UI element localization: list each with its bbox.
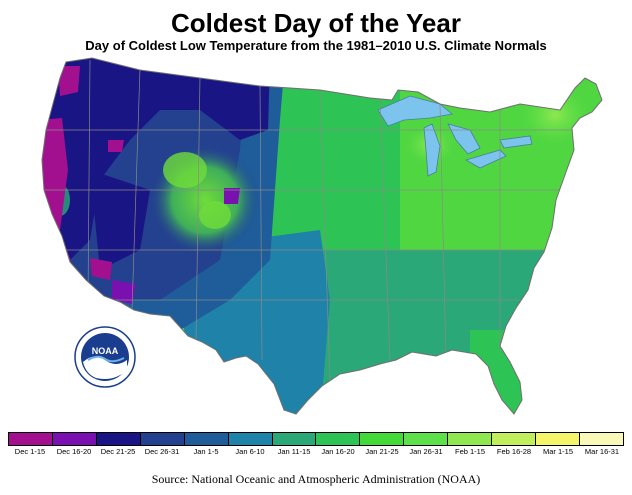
legend-swatch [9,433,53,445]
legend-label: Dec 26-31 [144,447,180,456]
legend-labels: Dec 1-15 Dec 16-20 Dec 21-25 Dec 26-31 Jan 1… [8,447,624,459]
legend-swatch [404,433,449,445]
svg-text:NOAA: NOAA [92,346,119,356]
legend-bar [8,432,624,446]
legend-label: Dec 1-15 [14,447,46,456]
noaa-logo: NOAA [74,326,136,388]
legend-label: Feb 1-15 [454,447,486,456]
legend-label: Jan 26-31 [409,447,443,456]
legend-label: Feb 16-28 [496,447,532,456]
legend-label: Jan 21-25 [365,447,399,456]
legend-swatch [492,433,537,445]
legend-swatch [448,433,493,445]
legend-swatch [360,433,405,445]
legend-label: Jan 1-5 [193,447,219,456]
legend-label: Dec 16-20 [56,447,92,456]
legend-label: Jan 6-10 [235,447,265,456]
legend-swatch [316,433,361,445]
legend-swatch [52,433,97,445]
legend-swatch [96,433,141,445]
map-subtitle: Day of Coldest Low Temperature from the … [85,38,547,53]
legend-swatch [536,433,580,445]
legend-label: Jan 16-20 [321,447,355,456]
legend-label: Jan 11-15 [277,447,311,456]
map-title: Coldest Day of the Year [171,8,461,38]
legend-label: Dec 21-25 [100,447,136,456]
legend-label: Mar 1-15 [542,447,573,456]
legend-swatch [184,433,229,445]
legend-swatch [140,433,185,445]
source-note: Source: National Oceanic and Atmospheric… [151,472,481,486]
legend-swatch [579,433,623,445]
legend-label: Mar 16-31 [584,447,620,456]
legend-swatch [228,433,273,445]
legend-swatch [272,433,317,445]
